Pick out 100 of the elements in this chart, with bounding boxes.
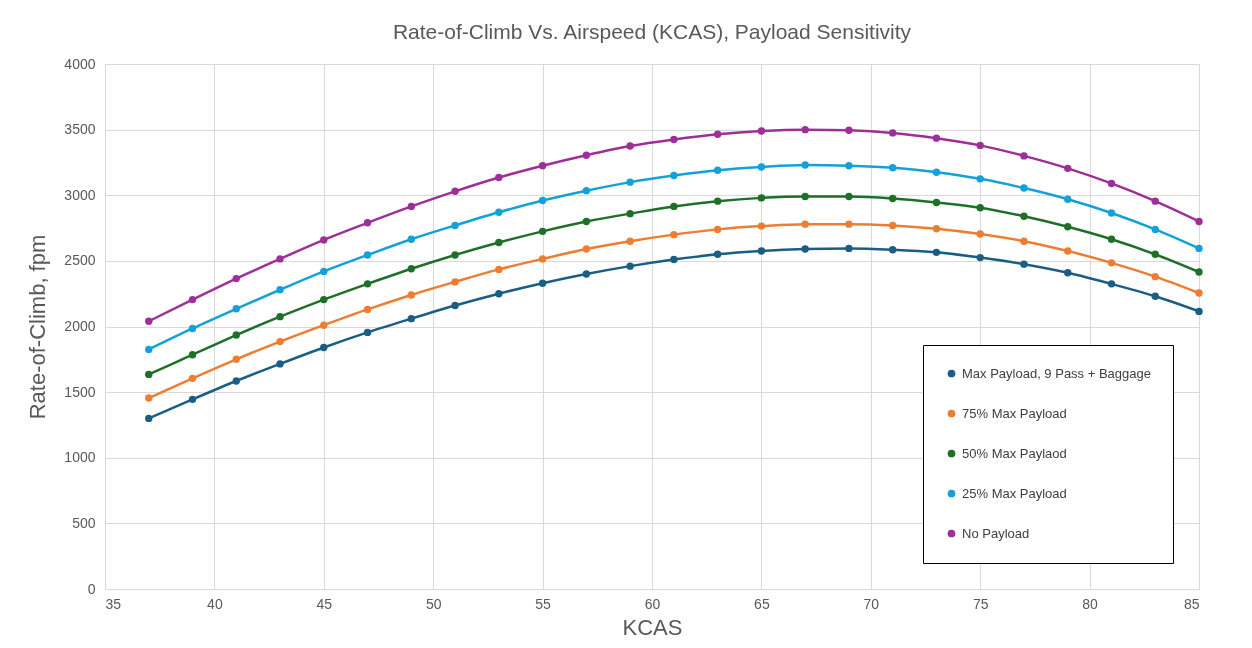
- point: [582, 217, 591, 226]
- point: [932, 168, 941, 176]
- point: [976, 253, 984, 262]
- point: [1107, 259, 1116, 267]
- point: [363, 219, 372, 227]
- point: [320, 321, 328, 329]
- point: [538, 255, 547, 263]
- point: [626, 142, 634, 150]
- point: [976, 230, 984, 238]
- point: [1020, 152, 1028, 160]
- point: [1020, 237, 1028, 245]
- point: [145, 345, 153, 354]
- point: [1064, 164, 1072, 173]
- point: [407, 265, 416, 273]
- point: [320, 267, 328, 276]
- x-tick-label: 85: [1183, 595, 1200, 612]
- point: [495, 238, 503, 247]
- point: [845, 162, 853, 170]
- point: [495, 289, 503, 298]
- point: [495, 208, 503, 217]
- point: [232, 377, 240, 385]
- point: [188, 374, 197, 383]
- point: [1195, 244, 1203, 253]
- point: [1020, 212, 1028, 220]
- point: [801, 220, 809, 228]
- point: [801, 192, 809, 201]
- x-tick-label: 45: [316, 595, 333, 612]
- point: [1195, 307, 1203, 316]
- point: [538, 279, 547, 287]
- x-tick-label: 55: [535, 595, 552, 612]
- y-tick-label: 0: [87, 580, 96, 597]
- point: [276, 360, 284, 368]
- point: [276, 312, 284, 321]
- y-tick-label: 2000: [64, 318, 96, 334]
- point: [888, 163, 897, 172]
- point: [976, 175, 984, 183]
- point: [801, 125, 809, 134]
- point: [145, 394, 153, 402]
- legend-label: Max Payload, 9 Pass + Baggage: [962, 365, 1151, 381]
- y-tick-label: 3000: [64, 186, 96, 203]
- point: [757, 127, 766, 135]
- point: [932, 248, 941, 257]
- point: [626, 262, 634, 270]
- point: [538, 227, 547, 236]
- point: [582, 151, 591, 159]
- point: [145, 370, 153, 379]
- point: [670, 230, 678, 239]
- point: [538, 196, 547, 205]
- point: [888, 194, 897, 203]
- point: [363, 280, 372, 288]
- point: [1151, 272, 1159, 281]
- point: [713, 166, 722, 175]
- point: [845, 126, 853, 134]
- point: [1064, 223, 1072, 231]
- point: [276, 337, 284, 346]
- point: [670, 171, 678, 180]
- point: [451, 301, 459, 310]
- y-tick-label: 1500: [64, 383, 96, 400]
- point: [1064, 247, 1072, 255]
- point: [232, 274, 240, 283]
- legend-label: 25% Max Payload: [962, 485, 1067, 501]
- point: [188, 295, 197, 304]
- point: [1107, 280, 1116, 288]
- y-tick-label: 4000: [64, 55, 96, 72]
- point: [582, 245, 591, 253]
- point: [232, 331, 240, 339]
- point: [976, 204, 984, 212]
- point: [232, 305, 240, 313]
- point: [845, 192, 853, 201]
- point: [407, 235, 416, 243]
- point: [1020, 184, 1028, 192]
- point: [188, 324, 197, 333]
- point: [495, 265, 503, 274]
- x-tick-label: 75: [972, 595, 989, 612]
- point: [451, 251, 459, 259]
- x-tick-label: 60: [644, 595, 661, 612]
- point: [1107, 209, 1116, 217]
- point: [145, 414, 153, 423]
- point: [320, 236, 328, 244]
- point: [670, 135, 678, 144]
- point: [670, 255, 678, 264]
- point: [451, 187, 459, 196]
- y-tick-label: 500: [72, 514, 96, 531]
- point: [1020, 260, 1028, 268]
- point: [670, 202, 678, 211]
- point: [932, 134, 941, 142]
- point: [188, 351, 197, 359]
- point: [1195, 217, 1203, 226]
- point: [1064, 268, 1072, 277]
- x-tick-label: 50: [425, 595, 442, 612]
- point: [801, 161, 809, 169]
- point: [320, 295, 328, 304]
- point: [495, 173, 503, 182]
- x-tick-label: 40: [207, 595, 223, 612]
- point: [888, 221, 897, 230]
- point: [888, 246, 897, 254]
- point: [1151, 250, 1159, 259]
- y-tick-label: 1000: [64, 449, 96, 466]
- point: [757, 194, 766, 202]
- point: [145, 317, 153, 325]
